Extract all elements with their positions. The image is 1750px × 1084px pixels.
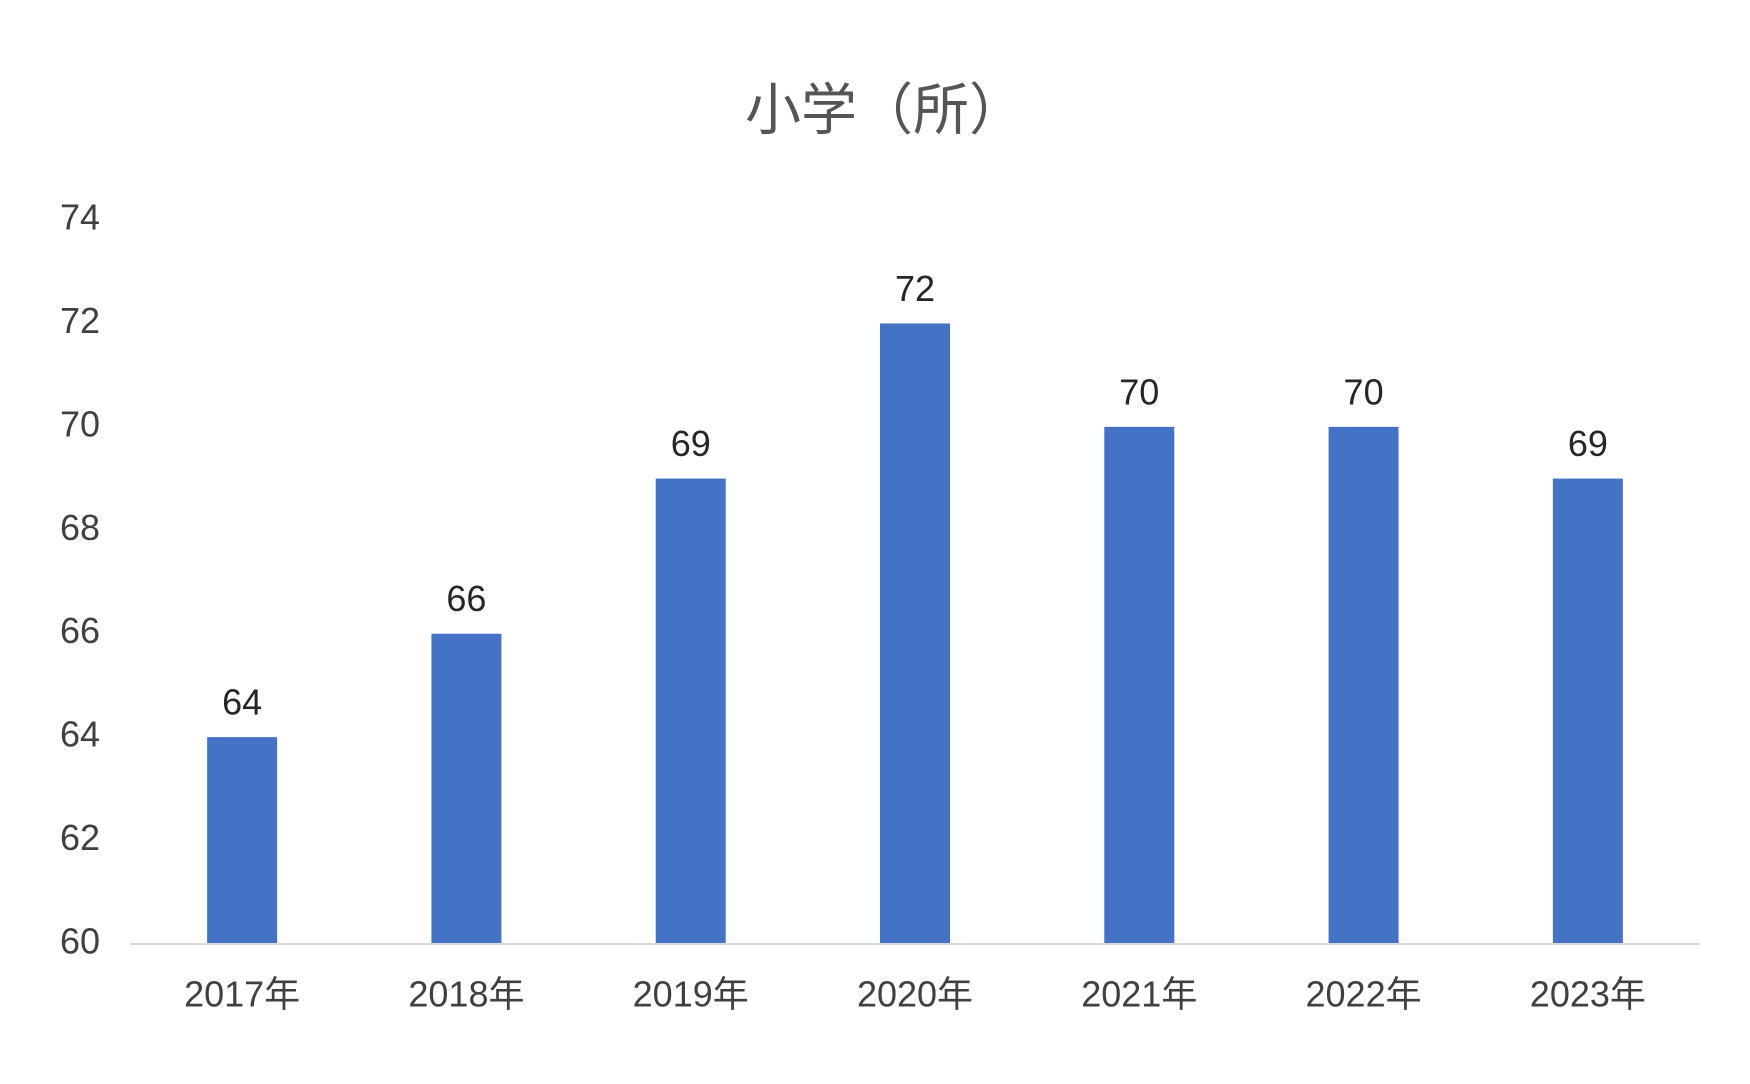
data-label: 72 <box>895 268 935 309</box>
y-tick-label: 72 <box>60 300 100 341</box>
y-tick-label: 66 <box>60 610 100 651</box>
y-tick-label: 74 <box>60 197 100 238</box>
y-tick-label: 68 <box>60 507 100 548</box>
data-label: 69 <box>671 423 711 464</box>
y-tick-label: 62 <box>60 817 100 858</box>
data-label: 70 <box>1119 371 1159 412</box>
bar <box>431 633 502 944</box>
x-tick-label: 2021年 <box>1081 974 1197 1015</box>
y-tick-label: 64 <box>60 714 100 755</box>
data-label: 66 <box>446 578 486 619</box>
y-tick-label: 60 <box>60 921 100 962</box>
bar <box>1328 426 1399 944</box>
bar <box>1552 478 1623 944</box>
bar <box>880 323 950 944</box>
x-tick-label: 2017年 <box>184 974 300 1015</box>
y-tick-label: 70 <box>60 403 100 444</box>
bar <box>655 478 726 944</box>
x-tick-label: 2019年 <box>633 974 749 1015</box>
data-label: 64 <box>222 682 262 723</box>
data-label: 70 <box>1344 371 1384 412</box>
bar <box>207 737 278 944</box>
x-tick-label: 2018年 <box>408 974 524 1015</box>
bar <box>1104 426 1175 944</box>
x-tick-label: 2023年 <box>1530 974 1646 1015</box>
data-label: 69 <box>1568 423 1608 464</box>
x-tick-label: 2020年 <box>857 974 973 1015</box>
x-tick-label: 2022年 <box>1306 974 1422 1015</box>
chart-title: 小学（所） <box>745 79 1025 144</box>
